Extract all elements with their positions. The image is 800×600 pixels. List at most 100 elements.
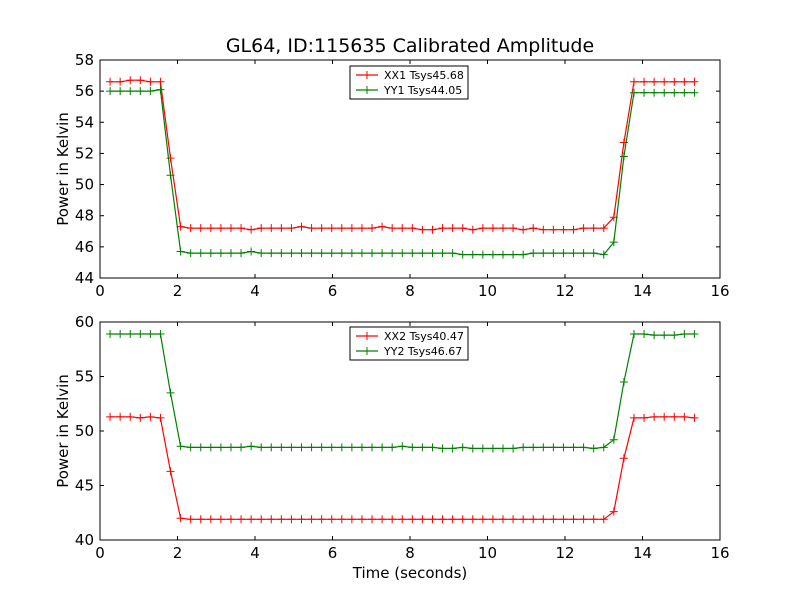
data-point — [599, 250, 608, 259]
data-point — [559, 515, 568, 524]
data-point — [549, 515, 558, 524]
data-point — [337, 249, 346, 258]
data-point — [156, 85, 165, 94]
figure-title: GL64, ID:115635 Calibrated Amplitude — [226, 35, 594, 57]
data-point — [267, 249, 276, 258]
x-axis-label: Time (seconds) — [352, 564, 468, 582]
data-point — [458, 250, 467, 259]
data-point — [488, 444, 497, 453]
data-point — [126, 412, 135, 421]
x-tick-label: 14 — [633, 282, 652, 300]
data-point — [579, 224, 588, 233]
data-point — [156, 413, 165, 422]
data-point — [519, 515, 528, 524]
y-tick-label: 50 — [75, 176, 94, 194]
data-point — [468, 250, 477, 259]
data-point — [327, 515, 336, 524]
legend-marker — [363, 347, 371, 355]
data-point — [579, 515, 588, 524]
data-point — [388, 443, 397, 452]
data-point — [448, 224, 457, 233]
data-point — [640, 413, 649, 422]
data-point — [499, 444, 507, 453]
data-point — [629, 329, 638, 338]
data-point — [206, 224, 215, 233]
data-point — [378, 222, 387, 231]
data-point — [539, 225, 548, 234]
data-point — [499, 250, 507, 259]
data-point — [116, 87, 125, 96]
x-tick-label: 6 — [328, 282, 338, 300]
data-point — [257, 224, 266, 233]
data-point — [247, 515, 256, 524]
data-point — [680, 329, 689, 338]
data-point — [206, 443, 215, 452]
y-tick-label: 60 — [75, 313, 94, 331]
data-point — [438, 224, 447, 233]
data-point — [156, 77, 165, 86]
data-point — [488, 224, 497, 233]
data-point — [629, 77, 638, 86]
data-point — [579, 249, 588, 258]
data-point — [368, 443, 377, 452]
data-point — [650, 331, 659, 340]
data-point — [116, 329, 125, 338]
data-point — [277, 224, 286, 233]
x-tick-label: 8 — [405, 282, 415, 300]
data-point — [327, 249, 336, 258]
data-point — [690, 88, 699, 97]
data-point — [589, 249, 598, 258]
data-point — [619, 377, 628, 386]
data-point — [176, 514, 185, 523]
data-point — [206, 249, 215, 258]
data-point — [690, 413, 699, 422]
data-point — [569, 515, 578, 524]
data-point — [609, 435, 618, 444]
legend-label: XX1 Tsys45.68 — [384, 69, 464, 82]
data-point — [458, 224, 467, 233]
y-tick-label: 50 — [75, 422, 94, 440]
data-point — [226, 224, 235, 233]
y-tick-label: 44 — [75, 269, 94, 287]
data-point — [448, 249, 457, 258]
legend-marker — [363, 71, 371, 79]
data-point — [216, 249, 225, 258]
y-tick-label: 46 — [75, 238, 94, 256]
x-tick-label: 2 — [173, 282, 183, 300]
data-point — [660, 88, 669, 97]
data-point — [478, 444, 487, 453]
data-point — [347, 224, 356, 233]
data-point — [408, 515, 417, 524]
data-point — [216, 443, 225, 452]
data-point — [357, 224, 366, 233]
y-tick-label: 56 — [75, 82, 94, 100]
legend-marker — [363, 86, 371, 94]
data-point — [136, 76, 145, 85]
data-point — [378, 443, 387, 452]
data-point — [317, 515, 326, 524]
data-point — [287, 515, 296, 524]
data-point — [549, 249, 558, 258]
data-point — [136, 87, 145, 96]
data-point — [176, 222, 185, 231]
data-point — [226, 249, 235, 258]
data-point — [448, 515, 457, 524]
data-point — [257, 443, 266, 452]
data-point — [579, 443, 588, 452]
data-point — [468, 225, 477, 234]
data-point — [357, 443, 366, 452]
legend-marker — [363, 332, 371, 340]
y-tick-label: 54 — [75, 113, 94, 131]
legend-box — [349, 65, 469, 100]
data-point — [499, 224, 507, 233]
data-point — [428, 249, 437, 258]
data-point — [629, 88, 638, 97]
data-point — [257, 249, 266, 258]
x-tick-label: 0 — [95, 282, 105, 300]
data-point — [509, 444, 518, 453]
data-point — [106, 77, 115, 86]
data-point — [468, 444, 477, 453]
legend-label: YY1 Tsys44.05 — [383, 84, 462, 97]
data-point — [458, 443, 467, 452]
